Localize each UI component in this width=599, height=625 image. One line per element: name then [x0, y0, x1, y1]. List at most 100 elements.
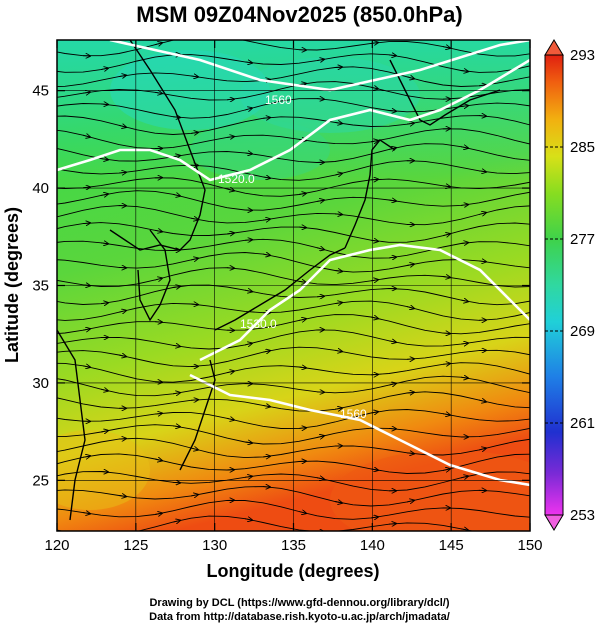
y-tick-label: 25	[32, 472, 49, 489]
streamline-arrow	[316, 296, 324, 297]
x-axis-title: Longitude (degrees)	[206, 561, 379, 581]
streamline-arrow	[154, 230, 162, 231]
streamline-arrow	[406, 392, 414, 393]
streamline-arrow	[226, 189, 234, 191]
streamline-arrow	[244, 290, 252, 291]
streamline-arrow	[460, 300, 468, 301]
streamline-arrow	[118, 172, 126, 173]
streamline-arrow	[334, 303, 342, 304]
streamline-arrow	[478, 116, 486, 117]
streamline-arrow	[298, 227, 306, 228]
streamline-arrow	[388, 524, 396, 525]
streamline-arrow	[172, 117, 180, 118]
streamline-arrow	[442, 277, 450, 278]
streamline-arrow	[172, 286, 180, 287]
streamline-arrow	[154, 459, 162, 461]
streamline-arrow	[460, 476, 468, 478]
colorbar-min-arrow	[544, 514, 564, 531]
colorbar-scale	[544, 54, 564, 516]
streamline-arrow	[262, 177, 270, 178]
streamline-arrow	[406, 264, 414, 265]
streamline-arrow	[298, 281, 306, 282]
streamline-arrow	[118, 75, 126, 76]
y-tick-label: 45	[32, 83, 49, 100]
streamline	[57, 346, 530, 368]
streamline-arrow	[334, 408, 342, 409]
streamline	[57, 160, 530, 181]
streamline-arrow	[406, 453, 414, 454]
streamline	[57, 486, 530, 507]
x-tick-label: 130	[202, 537, 227, 554]
streamline-arrow	[100, 159, 108, 160]
streamline-arrow	[478, 400, 486, 402]
streamline-arrow	[100, 104, 108, 105]
streamline-arrow	[316, 200, 324, 201]
streamline-arrow	[388, 383, 396, 385]
streamline-arrow	[406, 307, 414, 309]
streamline-arrow	[82, 187, 90, 188]
temperature-contours	[57, 40, 530, 487]
streamline-arrow	[478, 448, 486, 450]
y-axis-title: Latitude (degrees)	[2, 207, 22, 363]
streamline-arrow	[190, 400, 198, 401]
streamline-arrow	[388, 428, 396, 429]
streamline-arrow	[190, 448, 198, 450]
streamline-arrow	[244, 442, 252, 443]
streamline-arrow	[190, 304, 198, 305]
streamline-arrow	[406, 77, 414, 79]
streamline-arrow	[460, 71, 468, 72]
streamline-arrow	[244, 153, 252, 154]
streamline-arrow	[82, 513, 90, 514]
streamline-arrow	[262, 219, 270, 220]
streamline-arrow	[388, 55, 396, 56]
streamline-arrow	[478, 261, 486, 262]
streamline-arrow	[298, 512, 306, 514]
y-axis: 25 30 35 40 45	[32, 83, 530, 489]
streamline-arrow	[460, 343, 468, 344]
streamline-arrow	[226, 233, 234, 234]
streamline-arrow	[388, 200, 396, 201]
streamline-arrow	[442, 364, 450, 365]
streamline-arrow	[298, 367, 306, 368]
streamline-arrow	[388, 341, 396, 343]
streamline-arrow	[460, 529, 468, 530]
streamline-arrow	[298, 319, 306, 321]
streamline-arrow	[442, 186, 450, 187]
streamline-arrow	[190, 76, 198, 77]
x-axis: 120 125 130 135 140 145 150	[44, 40, 543, 554]
y-tick-label: 35	[32, 278, 49, 295]
gridlines	[57, 40, 530, 531]
streamline-arrow	[82, 329, 90, 330]
streamline-arrow	[442, 414, 450, 415]
streamline-arrow	[226, 418, 234, 420]
streamline-arrow	[82, 92, 90, 93]
streamline-arrow	[460, 147, 468, 148]
colorbar-tick-label: 269	[570, 323, 595, 340]
streamline-arrow	[262, 405, 270, 406]
streamline-arrow	[244, 476, 252, 477]
streamline-arrow	[82, 456, 90, 457]
streamline-arrow	[316, 99, 324, 100]
streamline-arrow	[406, 500, 414, 502]
colorbar-tick-label: 261	[570, 415, 595, 432]
streamline-arrow	[244, 240, 252, 241]
streamline-arrow	[118, 355, 126, 357]
colorbar-tick-label: 285	[570, 139, 595, 156]
streamline-arrow	[172, 345, 180, 346]
streamline-arrow	[244, 108, 252, 110]
contour-label: 1560	[340, 407, 367, 421]
credit-data: Data from http://database.rish.kyoto-u.a…	[149, 611, 450, 623]
streamline-arrow	[460, 377, 468, 378]
credit-drawing: Drawing by DCL (https://www.gfd-dennou.o…	[149, 597, 450, 609]
streamline-arrow	[262, 254, 270, 255]
contour-label: 1520.0	[218, 172, 255, 186]
streamline-arrow	[154, 43, 162, 45]
x-tick-label: 140	[360, 537, 385, 554]
streamline-arrow	[334, 214, 342, 215]
y-tick-label: 30	[32, 375, 49, 392]
streamline-arrow	[172, 156, 180, 157]
streamline-arrow	[154, 513, 162, 514]
streamline-arrow	[478, 171, 486, 172]
colorbar: 293 285 277 269 261 253	[544, 39, 595, 531]
streamline-arrow	[334, 173, 342, 175]
